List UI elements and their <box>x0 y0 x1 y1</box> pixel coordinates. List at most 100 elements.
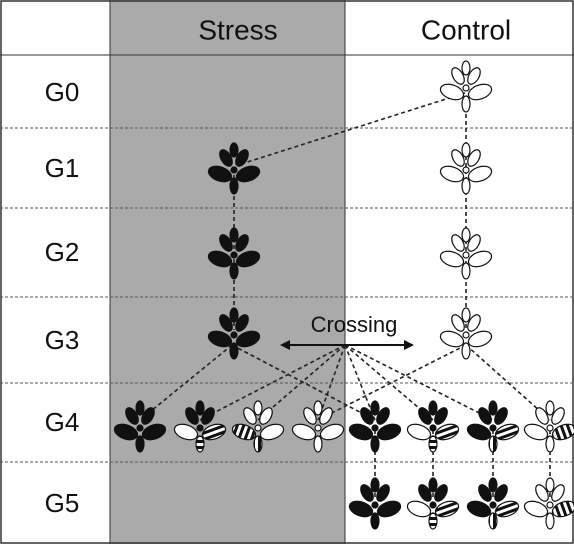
leaf <box>467 250 493 268</box>
leaf <box>113 423 139 441</box>
leaf <box>523 423 549 441</box>
plant <box>291 400 345 453</box>
leaf <box>253 435 263 453</box>
plant <box>466 477 520 530</box>
leaf <box>229 142 239 158</box>
plant <box>439 307 493 360</box>
leaf <box>451 234 465 252</box>
lineage-line <box>317 344 551 421</box>
leaf <box>439 330 465 348</box>
leaf <box>488 477 498 493</box>
leaf <box>418 484 432 502</box>
leaf <box>229 307 239 323</box>
leaf <box>201 423 227 441</box>
leaf <box>545 512 555 530</box>
leaf <box>439 250 465 268</box>
generation-label: G1 <box>45 153 80 183</box>
leaf <box>319 423 345 441</box>
rosette-center <box>314 424 322 432</box>
leaf <box>229 342 239 360</box>
leaf <box>451 314 465 332</box>
rosette-center <box>462 331 470 339</box>
stress-column <box>110 0 345 544</box>
leaf <box>466 500 492 518</box>
leaf <box>229 262 239 280</box>
leaf <box>376 407 390 425</box>
generation-label: G2 <box>45 237 80 267</box>
leaf <box>467 314 481 332</box>
leaf <box>535 484 549 502</box>
plant <box>466 400 520 453</box>
plant <box>113 400 167 453</box>
leaf <box>376 484 390 502</box>
leaf <box>451 149 465 167</box>
rosette-center <box>462 166 470 174</box>
leaf <box>545 477 555 493</box>
leaf <box>235 330 261 348</box>
leaf <box>428 477 438 493</box>
rosette-center <box>489 424 497 432</box>
plant <box>207 142 261 195</box>
plant <box>348 477 402 530</box>
leaf <box>207 250 233 268</box>
leaf <box>478 484 492 502</box>
leaf <box>259 423 285 441</box>
leaf <box>494 500 520 518</box>
leaf <box>461 95 471 113</box>
leaf <box>478 407 492 425</box>
leaf <box>461 342 471 360</box>
leaf <box>439 83 465 101</box>
rosette-center <box>462 84 470 92</box>
generation-label: G5 <box>45 488 80 518</box>
leaf <box>195 400 205 416</box>
leaf <box>195 435 205 453</box>
leaf <box>253 400 263 416</box>
lineage-lines <box>139 92 551 500</box>
leaf <box>219 314 233 332</box>
rosette-center <box>254 424 262 432</box>
leaf <box>434 500 460 518</box>
crossing-label: Crossing <box>311 312 398 337</box>
rosette-center <box>489 501 497 509</box>
leaf <box>551 407 565 425</box>
leaf <box>173 423 199 441</box>
leaf <box>406 500 432 518</box>
leaf <box>360 484 374 502</box>
leaf <box>185 407 199 425</box>
rosette-center <box>429 424 437 432</box>
lineage-line <box>199 344 494 421</box>
plant <box>207 227 261 280</box>
leaf <box>428 400 438 416</box>
rosette-center <box>429 501 437 509</box>
leaf <box>467 149 481 167</box>
leaf <box>494 407 508 425</box>
rosette-center <box>371 501 379 509</box>
plant <box>523 477 574 530</box>
column-header: Control <box>421 14 511 45</box>
plant <box>439 142 493 195</box>
rosette-center <box>230 331 238 339</box>
leaf <box>428 435 438 453</box>
lineage-line <box>237 92 466 166</box>
leaf <box>235 149 249 167</box>
leaf <box>551 500 574 518</box>
leaf <box>551 423 574 441</box>
leaf <box>451 67 465 85</box>
leaf <box>207 165 233 183</box>
leaf <box>466 423 492 441</box>
leaf <box>235 314 249 332</box>
leaf <box>243 407 257 425</box>
rosette-center <box>230 166 238 174</box>
plant <box>439 60 493 113</box>
leaf <box>428 512 438 530</box>
generation-label: G0 <box>45 77 80 107</box>
leaf <box>231 423 257 441</box>
leaf <box>461 262 471 280</box>
plants <box>113 60 574 530</box>
plant <box>439 227 493 280</box>
leaf <box>219 234 233 252</box>
leaf <box>235 234 249 252</box>
leaf <box>418 407 432 425</box>
row-dividers <box>0 127 574 463</box>
